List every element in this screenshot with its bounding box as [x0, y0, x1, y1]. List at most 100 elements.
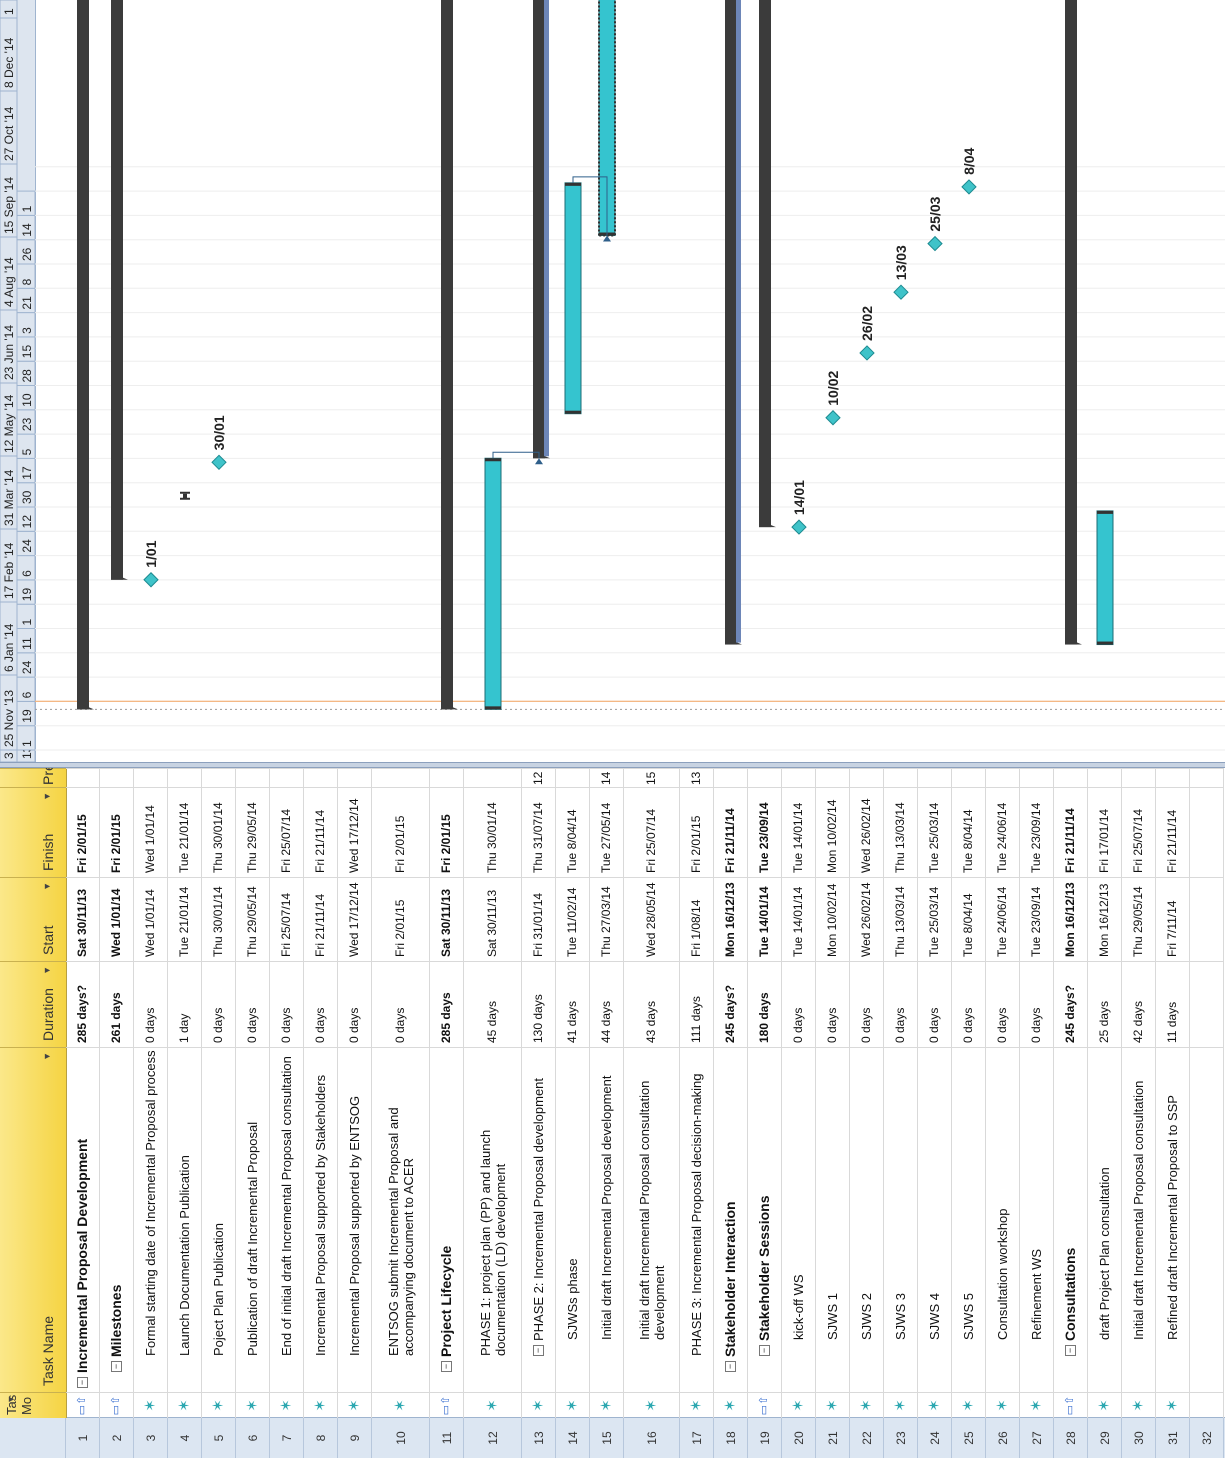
task-finish[interactable]: Fri 25/07/14 — [270, 787, 303, 877]
task-predecessors[interactable] — [986, 768, 1019, 787]
task-duration[interactable]: 11 days — [1156, 961, 1189, 1047]
task-predecessors[interactable] — [782, 768, 815, 787]
task-row[interactable]: ▭⇧ − Consultations 245 days? Mon 16/12/13 Fri… — [1054, 768, 1088, 1418]
task-predecessors[interactable] — [714, 768, 747, 787]
task-start[interactable]: Mon 16/12/13 — [1054, 877, 1087, 961]
task-finish[interactable]: Thu 30/01/14 — [464, 787, 521, 877]
task-start[interactable] — [1190, 877, 1223, 961]
task-duration[interactable]: 0 days — [918, 961, 951, 1047]
task-name-cell[interactable]: Publication of draft Incremental Proposa… — [236, 1047, 269, 1392]
task-start[interactable]: Tue 24/06/14 — [986, 877, 1019, 961]
task-predecessors[interactable] — [430, 768, 463, 787]
task-mode-cell[interactable]: ✶ — [236, 1392, 269, 1418]
task-finish[interactable]: Thu 31/07/14 — [522, 787, 555, 877]
task-duration[interactable]: 44 days — [590, 961, 623, 1047]
task-name-cell[interactable]: Initial draft Incremental Proposal devel… — [590, 1047, 623, 1392]
row-number[interactable]: 29 — [1088, 1418, 1122, 1458]
task-finish[interactable]: Wed 17/12/14 — [338, 787, 371, 877]
task-start[interactable]: Fri 21/11/14 — [304, 877, 337, 961]
task-mode-cell[interactable]: ✶ — [680, 1392, 713, 1418]
row-number[interactable]: 22 — [850, 1418, 884, 1458]
task-name-cell[interactable]: Refined draft Incremental Proposal to SS… — [1156, 1047, 1189, 1392]
task-predecessors[interactable] — [372, 768, 429, 787]
task-name-cell[interactable]: PHASE 1: project plan (PP) and launch do… — [464, 1047, 521, 1392]
task-finish[interactable]: Wed 26/02/14 — [850, 787, 883, 877]
task-finish[interactable]: Tue 23/09/14 — [1020, 787, 1053, 877]
task-row[interactable]: ✶ − Stakeholder Interaction 245 days? Mon 16… — [714, 768, 748, 1418]
task-predecessors[interactable] — [66, 768, 99, 787]
task-finish[interactable]: Thu 30/01/14 — [202, 787, 235, 877]
task-finish[interactable]: Fri 21/11/14 — [304, 787, 337, 877]
column-header-finish[interactable]: Finish ▼ — [0, 787, 66, 877]
row-number[interactable]: 1 — [66, 1418, 100, 1458]
task-name-cell[interactable]: Launch Documentation Publication — [168, 1047, 201, 1392]
task-row[interactable]: ✶ End of initial draft Incremental Propos… — [270, 768, 304, 1418]
task-predecessors[interactable] — [952, 768, 985, 787]
task-name-cell[interactable]: − Consultations — [1054, 1047, 1087, 1392]
task-duration[interactable]: 261 days — [100, 961, 133, 1047]
task-predecessors[interactable] — [918, 768, 951, 787]
task-start[interactable]: Tue 8/04/14 — [952, 877, 985, 961]
row-number[interactable]: 10 — [372, 1418, 430, 1458]
task-finish[interactable]: Tue 27/05/14 — [590, 787, 623, 877]
task-name-cell[interactable]: End of initial draft Incremental Proposa… — [270, 1047, 303, 1392]
task-predecessors[interactable]: 15 — [624, 768, 679, 787]
row-number[interactable]: 7 — [270, 1418, 304, 1458]
task-row[interactable]: ✶ Initial draft Incremental Proposal deve… — [590, 768, 624, 1418]
row-number[interactable]: 15 — [590, 1418, 624, 1458]
task-row[interactable]: ✶ ENTSOG submit Incremental Proposal and … — [372, 768, 430, 1418]
row-number[interactable]: 25 — [952, 1418, 986, 1458]
task-finish[interactable]: Mon 10/02/14 — [816, 787, 849, 877]
task-mode-cell[interactable]: ✶ — [1088, 1392, 1121, 1418]
task-row[interactable]: ✶ Initial draft Incremental Proposal cons… — [624, 768, 680, 1418]
task-finish[interactable]: Fri 2/01/15 — [372, 787, 429, 877]
task-name-cell[interactable]: Poject Plan Publication — [202, 1047, 235, 1392]
collapse-toggle-icon[interactable]: − — [77, 1377, 88, 1388]
row-number[interactable]: 5 — [202, 1418, 236, 1458]
task-start[interactable]: Mon 10/02/14 — [816, 877, 849, 961]
task-duration[interactable]: 42 days — [1122, 961, 1155, 1047]
task-name-cell[interactable]: − Incremental Proposal Development — [66, 1047, 99, 1392]
task-mode-cell[interactable]: ✶ — [782, 1392, 815, 1418]
task-predecessors[interactable] — [556, 768, 589, 787]
task-start[interactable]: Fri 31/01/14 — [522, 877, 555, 961]
task-start[interactable]: Mon 16/12/13 — [1088, 877, 1121, 961]
task-predecessors[interactable] — [1156, 768, 1189, 787]
row-number[interactable]: 23 — [884, 1418, 918, 1458]
task-start[interactable]: Sat 30/11/13 — [66, 877, 99, 961]
task-predecessors[interactable] — [236, 768, 269, 787]
task-row[interactable]: ✶ SJWSs phase 41 days Tue 11/02/14 Tue 8/04/… — [556, 768, 590, 1418]
task-mode-cell[interactable]: ✶ — [624, 1392, 679, 1418]
task-finish[interactable]: Fri 21/11/14 — [714, 787, 747, 877]
task-finish[interactable]: Thu 29/05/14 — [236, 787, 269, 877]
task-mode-cell[interactable]: ✶ — [952, 1392, 985, 1418]
task-duration[interactable]: 0 days — [236, 961, 269, 1047]
task-finish[interactable]: Fri 25/07/14 — [624, 787, 679, 877]
task-start[interactable]: Tue 14/01/14 — [748, 877, 781, 961]
task-duration[interactable]: 0 days — [816, 961, 849, 1047]
task-mode-cell[interactable]: ✶ — [884, 1392, 917, 1418]
row-number[interactable]: 16 — [624, 1418, 680, 1458]
row-number[interactable]: 20 — [782, 1418, 816, 1458]
task-row[interactable]: ✶ Initial draft Incremental Proposal cons… — [1122, 768, 1156, 1418]
column-header-duration[interactable]: Duration ▼ — [0, 961, 66, 1047]
task-predecessors[interactable] — [1122, 768, 1155, 787]
task-duration[interactable]: 41 days — [556, 961, 589, 1047]
task-row[interactable]: ✶ Formal starting date of Incremental Pro… — [134, 768, 168, 1418]
task-start[interactable]: Wed 1/01/14 — [100, 877, 133, 961]
task-row[interactable]: ✶ Incremental Proposal supported by ENTSO… — [338, 768, 372, 1418]
row-number[interactable]: 14 — [556, 1418, 590, 1458]
task-mode-cell[interactable]: ✶ — [556, 1392, 589, 1418]
task-row[interactable]: ✶ draft Project Plan consultation 25 days M… — [1088, 768, 1122, 1418]
task-predecessors[interactable] — [270, 768, 303, 787]
task-predecessors[interactable] — [850, 768, 883, 787]
task-mode-cell[interactable]: ✶ — [986, 1392, 1019, 1418]
task-duration[interactable]: 0 days — [952, 961, 985, 1047]
task-start[interactable]: Tue 23/09/14 — [1020, 877, 1053, 961]
task-duration[interactable]: 285 days? — [66, 961, 99, 1047]
task-finish[interactable]: Fri 2/01/15 — [100, 787, 133, 877]
task-row[interactable]: ✶ Launch Documentation Publication 1 day Tu… — [168, 768, 202, 1418]
